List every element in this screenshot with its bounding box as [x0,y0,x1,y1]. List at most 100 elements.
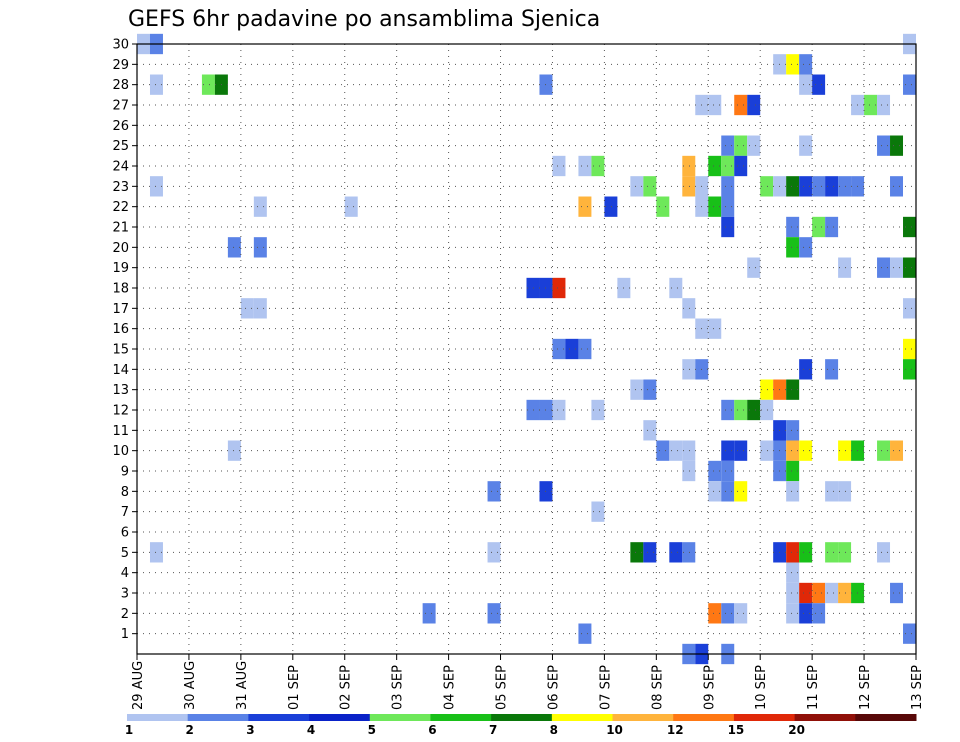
heatmap-cell [877,94,891,116]
heatmap-cell [734,603,748,624]
heatmap-cell [487,603,501,624]
heatmap-cell [760,440,774,461]
heatmap-cell [903,216,916,238]
heatmap-cell [682,460,696,482]
heatmap-cell [838,582,852,604]
legend-swatch [794,714,856,721]
x-tick-label: 03 SEP [391,665,406,710]
heatmap-cell [786,420,800,441]
heatmap-cell [552,338,566,360]
heatmap-cell [877,542,891,563]
heatmap-cell [786,603,800,624]
heatmap-cell [721,399,735,421]
legend-label: 3 [246,723,254,737]
heatmap-cell [799,74,813,95]
legend-swatch [369,714,431,721]
heatmap-cell [708,603,722,624]
x-tick-label: 01 SEP [287,665,302,710]
y-tick-label: 23 [112,180,129,195]
heatmap-cell [591,155,605,177]
y-tick-label: 1 [121,627,129,642]
heatmap-cell [708,318,722,339]
y-tick-label: 3 [121,587,129,602]
heatmap-cell [838,542,852,563]
heatmap-cell [786,481,800,502]
legend-label: 8 [550,723,558,737]
heatmap-cell [721,216,735,238]
heatmap-cell [240,298,254,319]
heatmap-cell [786,176,800,197]
heatmap-cell [721,135,735,156]
heatmap-cell [643,420,657,441]
heatmap-cell [825,359,839,380]
heatmap-cell [669,277,683,299]
heatmap-cell [786,440,800,461]
legend-label: 15 [728,723,745,737]
heatmap-cell [877,257,891,278]
heatmap-cell [708,481,722,502]
x-tick-label: 10 SEP [754,665,769,710]
y-tick-label: 17 [112,302,129,317]
heatmap-cell [864,94,878,116]
heatmap-cell [890,135,904,156]
y-tick-label: 4 [121,566,129,581]
heatmap-cell [890,257,904,278]
heatmap-cell [890,176,904,197]
heatmap-cell [786,542,800,563]
x-tick-label: 11 SEP [806,665,821,710]
legend-label: 1 [125,723,133,737]
heatmap-cell [149,176,163,197]
legend-label: 20 [788,723,805,737]
heatmap-cell [812,582,826,604]
heatmap-cell [799,54,813,75]
heatmap-cell [903,257,916,278]
heatmap-cell [812,176,826,197]
heatmap-cell [799,237,813,258]
heatmap-cell [903,338,916,360]
x-tick-label: 31 AUG [235,661,250,710]
y-tick-label: 15 [112,343,129,358]
legend-swatch [430,714,492,721]
y-tick-label: 11 [112,424,129,439]
legend-swatch [187,714,249,721]
heatmap-cell [552,155,566,177]
heatmap-cell [786,54,800,75]
heatmap-cell [682,440,696,461]
heatmap-cell [786,582,800,604]
heatmap-cell [721,460,735,482]
y-tick-label: 27 [112,99,129,114]
heatmap-cell [643,542,657,563]
heatmap-cell [799,582,813,604]
heatmap-cell [838,257,852,278]
heatmap-cell [721,176,735,197]
heatmap-cell [578,338,592,360]
chart-title: GEFS 6hr padavine po ansamblima Sjenica [128,7,600,32]
heatmap-cell [682,155,696,177]
y-tick-label: 26 [112,119,129,134]
heatmap-cell [747,399,761,421]
heatmap-cell [799,359,813,380]
heatmap-cell [903,74,916,95]
heatmap-cell [630,176,644,197]
y-tick-label: 13 [112,383,129,398]
heatmap-cell [734,440,748,461]
y-tick-label: 14 [112,363,129,378]
heatmap-cell [591,399,605,421]
heatmap-cell [786,216,800,238]
heatmap-cell [786,460,800,482]
heatmap-cell [786,237,800,258]
heatmap-cell [734,135,748,156]
y-tick-label: 24 [112,160,129,175]
x-tick-label: 04 SEP [443,665,458,710]
legend-swatch [673,714,735,721]
heatmap-cell [253,237,267,258]
heatmap-cell [578,623,592,644]
legend-swatch [855,714,917,721]
heatmap-cell [526,399,540,421]
heatmap-cell [721,603,735,624]
y-tick-label: 22 [112,200,129,215]
heatmap-cell [708,155,722,177]
x-axis: 29 AUG 30 AUG 31 AUG 01 SEP 02 SEP 03 SEP 04 S… [131,654,925,710]
heatmap-cell [630,379,644,400]
